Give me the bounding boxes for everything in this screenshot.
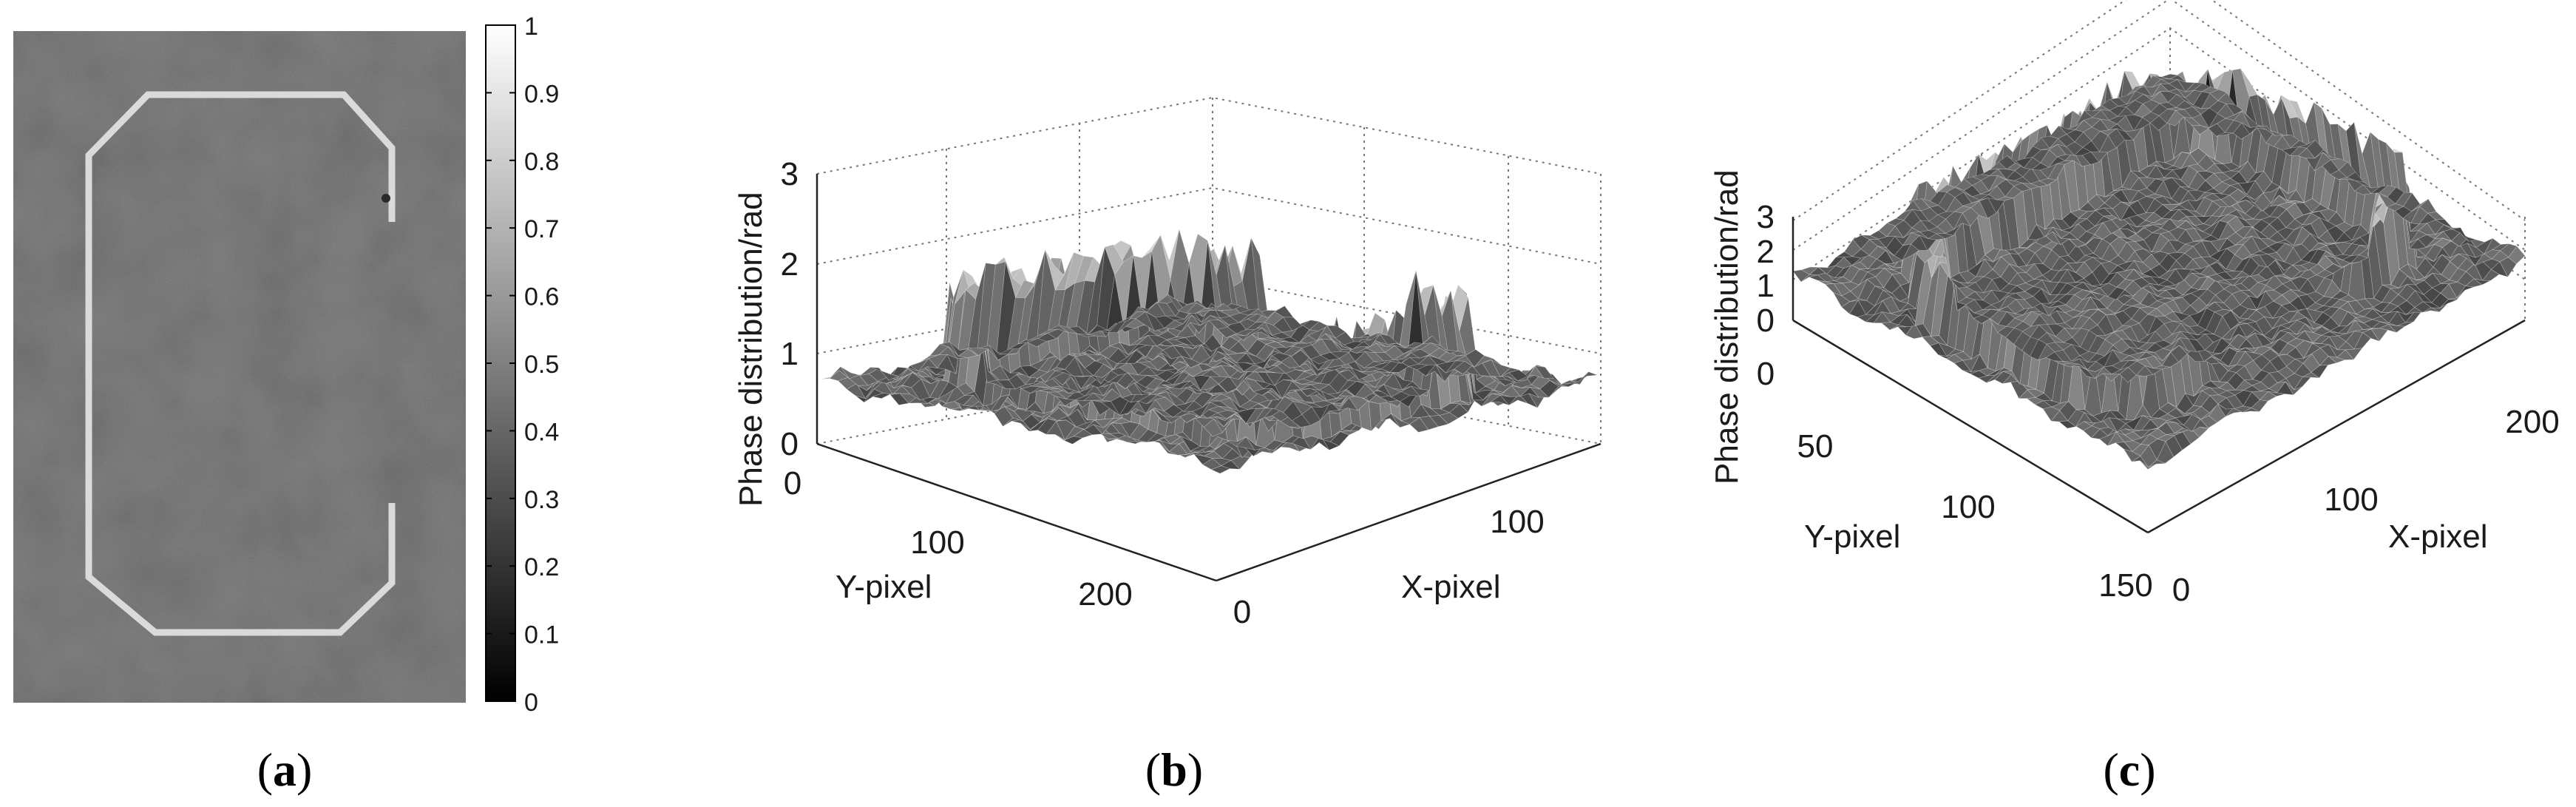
z-tick-label: 2 (781, 246, 799, 283)
y-tick-label: 200 (1078, 576, 1132, 612)
x-axis-label-c: X-pixel (2388, 519, 2488, 555)
colorbar-tick-label: 1 (524, 13, 538, 41)
y-tick-label: 100 (1941, 489, 1995, 525)
colorbar-tick-label: 0.4 (524, 418, 559, 446)
caption-b-open: ( (1145, 743, 1161, 796)
z-tick-label: 1 (1757, 268, 1775, 304)
caption-b-close: ) (1187, 743, 1203, 796)
surface-b (820, 229, 1598, 474)
y-tick-label: 0 (784, 465, 801, 502)
caption-a-close: ) (296, 743, 312, 796)
colorbar-tick-label: 0.5 (524, 351, 559, 379)
caption-c: (c) (2103, 743, 2155, 796)
z-tick-label: 2 (1757, 234, 1775, 270)
colorbar-tick-label: 0.1 (524, 621, 559, 649)
caption-c-letter: c (2119, 743, 2140, 796)
colorbar-tick-label: 0.6 (524, 283, 559, 311)
y-tick-label: 0 (1757, 356, 1775, 392)
caption-b: (b) (1145, 743, 1203, 796)
heatmap-image (13, 31, 466, 703)
svg-text:(a): (a) (257, 743, 313, 796)
z-tick-label: 0 (781, 426, 799, 462)
caption-b-letter: b (1161, 743, 1187, 796)
caption-a: (a) (257, 743, 313, 796)
colorbar-tick-label: 0.2 (524, 553, 559, 581)
z-axis-label-b: Phase distribution/rad (733, 192, 769, 507)
x-tick-label: 0 (1233, 594, 1251, 630)
caption-a-letter: a (273, 743, 296, 796)
panel-b: 0 1 2 3 0 100 200 0 100 Phase distribution/rad Y… (733, 96, 1601, 630)
colorbar-ticks: 0 0.1 0.2 0.3 0.4 0.5 0.6 0.7 0.8 0.9 1 (486, 13, 559, 717)
x-tick-label: 100 (1490, 504, 1544, 540)
caption-c-close: ) (2140, 743, 2155, 796)
z-tick-label: 3 (781, 156, 799, 192)
surface-c (1792, 68, 2526, 470)
y-tick-label: 50 (1797, 428, 1834, 465)
ticks-b: 0 1 2 3 0 100 200 0 100 (781, 156, 1545, 630)
y-axis-label-c: Y-pixel (1804, 519, 1900, 555)
colorbar-tick-label: 0 (524, 689, 538, 717)
colorbar-tick-label: 0.3 (524, 486, 559, 514)
z-axis-label-c: Phase distribution/rad (1709, 169, 1745, 484)
svg-text:(b): (b) (1145, 743, 1203, 796)
axes-frame-c (1792, 217, 2526, 534)
caption-c-open: ( (2103, 743, 2118, 796)
caption-a-open: ( (257, 743, 273, 796)
axes-frame-b (816, 174, 1601, 582)
x-tick-label: 200 (2505, 404, 2559, 440)
y-axis-label-b: Y-pixel (835, 569, 932, 605)
x-tick-label: 0 (2172, 572, 2190, 608)
c-shape-outline (85, 91, 396, 636)
surface-facet (1187, 300, 1207, 308)
z-tick-label: 1 (781, 336, 799, 372)
panel-a: 0 0.1 0.2 0.3 0.4 0.5 0.6 0.7 0.8 0.9 1 (13, 13, 559, 717)
surface-facet (2160, 73, 2179, 80)
x-axis-label-b: X-pixel (1401, 569, 1501, 605)
x-tick-label: 100 (2324, 482, 2378, 518)
svg-text:(c): (c) (2103, 743, 2155, 796)
colorbar-tick-label: 0.8 (524, 148, 559, 176)
z-tick-label: 0 (1757, 303, 1775, 339)
y-tick-label: 150 (2098, 567, 2152, 604)
colorbar-tick-label: 0.7 (524, 215, 559, 243)
colorbar-tick-label: 0.9 (524, 80, 559, 108)
z-tick-label: 3 (1757, 199, 1775, 235)
y-tick-label: 100 (910, 524, 964, 561)
